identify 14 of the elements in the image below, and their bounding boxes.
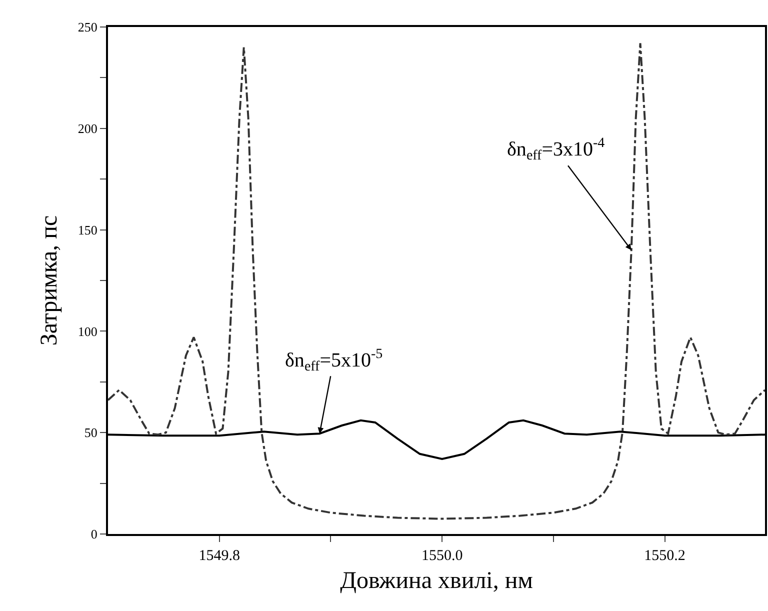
- y-tick-label: 150: [78, 222, 98, 238]
- y-tick-label: 50: [84, 425, 98, 440]
- x-tick-label: 1549.8: [198, 548, 240, 564]
- y-tick-label: 100: [78, 324, 98, 339]
- annotation: δn$_{eff}$=3x10$^{-4}$: [507, 136, 605, 164]
- y-axis-title: Затримка, пс: [36, 215, 62, 346]
- line-series: [108, 42, 765, 520]
- y-tick-label: 250: [78, 20, 98, 35]
- y-tick-label: 0: [90, 526, 98, 542]
- x-tick-label: 1550.0: [421, 548, 463, 564]
- x-axis-title: Довжина хвилі, нм: [340, 568, 533, 594]
- x-tick-label: 1550.2: [644, 548, 686, 564]
- y-tick-label: 200: [78, 120, 98, 136]
- annotation: δn$_{eff}$=5x10$^{-5}$: [285, 347, 383, 375]
